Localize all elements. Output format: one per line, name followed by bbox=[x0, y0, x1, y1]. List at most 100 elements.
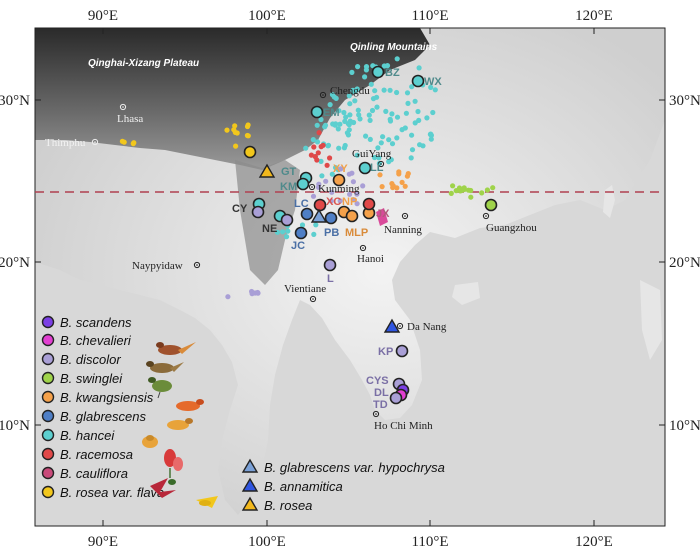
city-guangzhou: Guangzhou bbox=[482, 212, 537, 234]
site-label-lc: LC bbox=[294, 198, 309, 210]
occurrence-dot bbox=[363, 133, 369, 139]
occurrence-dot bbox=[468, 194, 474, 200]
occurrence-dot bbox=[381, 63, 387, 69]
occurrence-dot bbox=[233, 143, 239, 149]
city-hcm: Ho Chi Minh bbox=[372, 410, 433, 432]
legend-triangle-2: B. annamitica bbox=[241, 477, 343, 494]
occurrence-dot bbox=[394, 114, 401, 120]
occurrence-dot bbox=[377, 172, 383, 178]
occurrence-dot bbox=[387, 116, 393, 122]
site-marker-flava bbox=[243, 145, 257, 159]
occurrence-dot bbox=[369, 107, 376, 114]
plateau-terrain bbox=[35, 28, 430, 170]
occurrence-dot bbox=[461, 185, 467, 191]
lat-tick-left-20: 20°N bbox=[0, 255, 30, 271]
occurrence-dot bbox=[308, 152, 314, 158]
occurrence-dot bbox=[389, 141, 396, 147]
occurrence-dot bbox=[314, 122, 320, 128]
occurrence-dot bbox=[318, 144, 324, 150]
occurrence-dot bbox=[314, 139, 321, 145]
occurrence-dot bbox=[311, 144, 317, 150]
city-label-guangzhou: Guangzhou bbox=[486, 222, 537, 234]
city-label-hcm: Ho Chi Minh bbox=[374, 420, 433, 432]
legend-triangle-label-1: B. glabrescens var. hypochrysa bbox=[264, 460, 445, 475]
occurrence-dot bbox=[284, 234, 290, 240]
legend-species-2: B. chevalieri bbox=[41, 333, 132, 348]
city-label-naypyidaw: Naypyidaw bbox=[132, 260, 183, 272]
occurrence-dot bbox=[376, 155, 382, 161]
lat-tick-left-30: 30°N bbox=[0, 93, 30, 109]
occurrence-dot bbox=[344, 130, 350, 136]
bird-illustration-swinglei bbox=[148, 377, 172, 399]
occurrence-dot bbox=[428, 136, 434, 142]
occurrence-dot bbox=[329, 189, 335, 195]
occurrence-dot bbox=[311, 231, 317, 237]
legend-label-8: B. racemosa bbox=[60, 447, 133, 462]
legend-species-1: B. scandens bbox=[41, 315, 132, 330]
flower-illustration-flava bbox=[196, 496, 218, 508]
city-label-thimphu: Thimphu bbox=[45, 137, 86, 149]
city-label-nanning: Nanning bbox=[384, 224, 422, 236]
site-label-td: TD bbox=[373, 399, 388, 411]
occurrence-dot bbox=[313, 222, 319, 228]
occurrence-dot bbox=[388, 157, 394, 163]
occurrence-dot bbox=[255, 290, 261, 296]
occurrence-dot bbox=[316, 130, 322, 136]
city-guiyang: GuiYang bbox=[352, 148, 392, 168]
site-label-cy: CY bbox=[232, 203, 248, 215]
site-marker-xy bbox=[332, 173, 346, 187]
occurrence-dot bbox=[363, 64, 370, 70]
occurrence-dot bbox=[362, 74, 368, 80]
occurrence-dot bbox=[352, 98, 358, 104]
occurrence-dot bbox=[349, 69, 355, 75]
occurrence-dot bbox=[370, 96, 377, 102]
occurrence-dot bbox=[399, 179, 405, 185]
plant-illustration-racemosa bbox=[164, 449, 183, 478]
occurrence-dot bbox=[346, 93, 352, 99]
legend-triangle-3: B. rosea bbox=[241, 496, 312, 513]
city-label-chengdu: Chengdu bbox=[330, 85, 370, 97]
lat-tick-left-10: 10°N bbox=[0, 418, 30, 434]
legend-illustrations bbox=[142, 342, 218, 508]
lon-tick-bottom-100: 100°E bbox=[248, 534, 286, 550]
city-label-lhasa: Lhasa bbox=[117, 113, 143, 125]
legend-label-4: B. swinglei bbox=[60, 371, 123, 386]
site-label-jc: JC bbox=[291, 240, 305, 252]
occurrence-dot bbox=[314, 157, 320, 163]
site-marker-kp bbox=[395, 344, 409, 358]
occurrence-dot bbox=[394, 56, 400, 62]
city-danang: Da Nang bbox=[396, 321, 447, 333]
occurrence-dot bbox=[357, 116, 363, 122]
city-label-hanoi: Hanoi bbox=[357, 253, 384, 265]
occurrence-dot bbox=[350, 197, 356, 203]
occurrence-dot bbox=[310, 137, 316, 143]
site-label-pb: PB bbox=[324, 227, 339, 239]
city-label-vientiane: Vientiane bbox=[284, 283, 326, 295]
occurrence-dot bbox=[323, 178, 329, 184]
occurrence-dot bbox=[389, 181, 395, 187]
lon-tick-top-90: 90°E bbox=[88, 8, 118, 24]
occurrence-dot bbox=[428, 84, 434, 90]
site-marker-td2 bbox=[389, 391, 403, 405]
flower-illustration-hancei bbox=[142, 435, 158, 448]
legend-species-9: B. cauliflora bbox=[41, 466, 128, 481]
occurrence-dot bbox=[394, 89, 400, 96]
site-markers bbox=[243, 65, 498, 405]
occurrence-dot bbox=[412, 98, 418, 104]
occurrence-dot bbox=[409, 147, 416, 153]
lat-tick-right-10: 10°N bbox=[669, 418, 700, 434]
legend-label-6: B. glabrescens bbox=[60, 409, 146, 424]
city-hanoi: Hanoi bbox=[357, 244, 384, 265]
site-label-cys: CYS bbox=[366, 375, 389, 387]
occurrence-dot bbox=[232, 129, 238, 135]
occurrence-dot bbox=[327, 102, 333, 108]
occurrence-dot bbox=[386, 137, 392, 143]
occurrence-dot bbox=[372, 154, 378, 161]
map-triangle-annamitica bbox=[383, 318, 401, 333]
occurrence-dot bbox=[119, 138, 125, 144]
occurrence-dot bbox=[355, 107, 361, 113]
occurrence-dot bbox=[335, 126, 341, 132]
occurrence-dot bbox=[490, 185, 496, 191]
site-label-mlp: MLP bbox=[345, 227, 368, 239]
